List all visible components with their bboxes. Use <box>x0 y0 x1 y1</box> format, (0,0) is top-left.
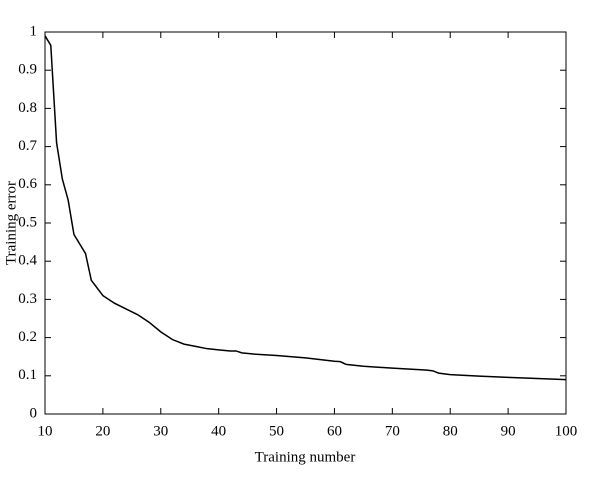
y-tick-label: 1 <box>30 23 38 39</box>
x-tick-label: 50 <box>269 423 284 439</box>
y-tick-label: 0.2 <box>18 329 37 345</box>
x-tick-label: 30 <box>153 423 168 439</box>
x-tick-label: 80 <box>443 423 458 439</box>
y-tick-label: 0 <box>30 405 38 421</box>
x-tick-label: 60 <box>327 423 342 439</box>
plot-frame <box>44 31 567 415</box>
x-tick-label: 100 <box>555 423 578 439</box>
x-tick-label: 40 <box>211 423 226 439</box>
data-line <box>44 35 567 381</box>
y-tick-label: 0.3 <box>18 291 37 307</box>
x-tick-label: 90 <box>501 423 516 439</box>
y-tick-label: 0.6 <box>18 176 37 192</box>
y-tick-label: 0.8 <box>18 100 37 116</box>
y-tick-label: 0.9 <box>18 62 37 78</box>
y-tick-label: 0.7 <box>18 138 37 154</box>
y-tick-label: 0.1 <box>18 367 37 383</box>
x-tick-label: 70 <box>385 423 400 439</box>
x-tick-label: 10 <box>38 423 53 439</box>
x-tick-label: 20 <box>95 423 110 439</box>
x-axis-label: Training number <box>255 449 356 465</box>
y-tick-label: 0.4 <box>18 253 37 269</box>
y-tick-label: 0.5 <box>18 214 37 230</box>
y-axis-label: Training error <box>3 181 19 265</box>
